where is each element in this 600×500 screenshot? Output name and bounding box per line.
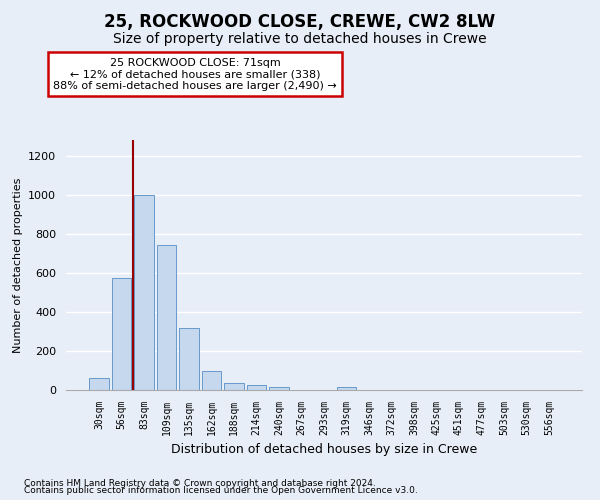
Bar bbox=[112, 278, 131, 390]
X-axis label: Distribution of detached houses by size in Crewe: Distribution of detached houses by size … bbox=[171, 444, 477, 456]
Text: 25 ROCKWOOD CLOSE: 71sqm
← 12% of detached houses are smaller (338)
88% of semi-: 25 ROCKWOOD CLOSE: 71sqm ← 12% of detach… bbox=[53, 58, 337, 90]
Bar bbox=[157, 246, 176, 390]
Bar bbox=[134, 194, 154, 390]
Bar bbox=[179, 328, 199, 390]
Text: Contains HM Land Registry data © Crown copyright and database right 2024.: Contains HM Land Registry data © Crown c… bbox=[24, 478, 376, 488]
Text: Contains public sector information licensed under the Open Government Licence v3: Contains public sector information licen… bbox=[24, 486, 418, 495]
Bar bbox=[224, 382, 244, 390]
Y-axis label: Number of detached properties: Number of detached properties bbox=[13, 178, 23, 352]
Bar bbox=[89, 378, 109, 390]
Bar bbox=[247, 385, 266, 390]
Text: Size of property relative to detached houses in Crewe: Size of property relative to detached ho… bbox=[113, 32, 487, 46]
Bar bbox=[202, 372, 221, 390]
Text: 25, ROCKWOOD CLOSE, CREWE, CW2 8LW: 25, ROCKWOOD CLOSE, CREWE, CW2 8LW bbox=[104, 12, 496, 30]
Bar bbox=[269, 388, 289, 390]
Bar bbox=[337, 388, 356, 390]
